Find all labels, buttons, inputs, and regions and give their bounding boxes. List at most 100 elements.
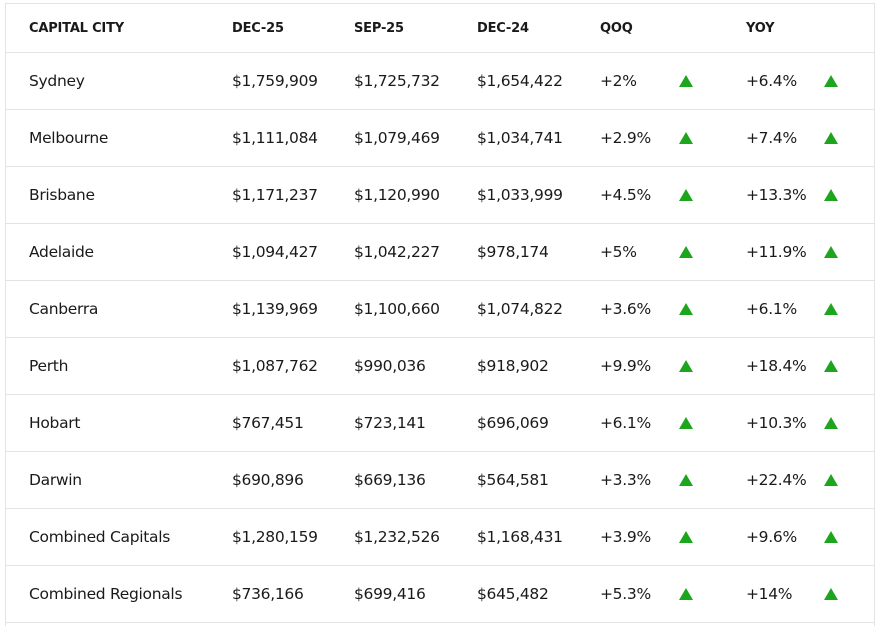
up-arrow <box>824 417 838 429</box>
value-cell: $645,482 <box>477 585 549 603</box>
value-cell: $736,166 <box>232 585 304 603</box>
up-arrow <box>824 303 838 315</box>
value-cell: $990,036 <box>354 357 426 375</box>
value-cell: $1,280,159 <box>232 528 318 546</box>
up-arrow-shape <box>679 189 693 201</box>
value-cell: $1,232,526 <box>354 528 440 546</box>
city-cell: Hobart <box>29 414 81 432</box>
up-arrow-shape <box>679 75 693 87</box>
value-cell: $1,079,469 <box>354 129 440 147</box>
up-arrow <box>824 246 838 258</box>
city-cell: Sydney <box>29 72 85 90</box>
up-arrow-shape <box>824 303 838 315</box>
value-cell: $669,136 <box>354 471 426 489</box>
value-cell: +6.1% <box>746 300 797 318</box>
city-cell: Perth <box>29 357 69 375</box>
up-arrow <box>679 75 693 87</box>
value-cell: $1,042,227 <box>354 243 440 261</box>
value-cell: $767,451 <box>232 414 304 432</box>
table-row: Perth $1,087,762 $990,036 $918,902 +9.9% +18.… <box>6 338 874 395</box>
value-cell: $1,087,762 <box>232 357 318 375</box>
value-cell: +22.4% <box>746 471 807 489</box>
value-cell: +3.6% <box>600 300 651 318</box>
value-cell: $696,069 <box>477 414 549 432</box>
up-arrow <box>679 588 693 600</box>
city-cell: Darwin <box>29 471 82 489</box>
up-arrow <box>679 531 693 543</box>
value-cell: +6.4% <box>746 72 797 90</box>
value-cell: $1,111,084 <box>232 129 318 147</box>
value-cell: +14% <box>746 585 793 603</box>
header-cell: QOQ <box>600 20 633 36</box>
up-arrow-shape <box>824 474 838 486</box>
value-cell: +5% <box>600 243 637 261</box>
value-cell: $1,120,990 <box>354 186 440 204</box>
up-arrow <box>679 246 693 258</box>
up-arrow <box>679 360 693 372</box>
up-arrow-shape <box>824 75 838 87</box>
value-cell: $978,174 <box>477 243 549 261</box>
up-arrow <box>824 588 838 600</box>
header-cell: DEC-24 <box>477 20 529 36</box>
value-cell: +18.4% <box>746 357 807 375</box>
up-arrow-shape <box>824 531 838 543</box>
city-cell: Combined Capitals <box>29 528 170 546</box>
header-cell: DEC-25 <box>232 20 284 36</box>
value-cell: $1,074,822 <box>477 300 563 318</box>
up-arrow-shape <box>824 417 838 429</box>
up-arrow <box>679 189 693 201</box>
up-arrow <box>679 417 693 429</box>
value-cell: $1,094,427 <box>232 243 318 261</box>
value-cell: +9.6% <box>746 528 797 546</box>
header-cell: SEP-25 <box>354 20 404 36</box>
value-cell: $699,416 <box>354 585 426 603</box>
table-row: Adelaide $1,094,427 $1,042,227 $978,174 +5% +… <box>6 224 874 281</box>
price-table: CAPITAL CITY DEC-25 SEP-25 DEC-24 QOQ YOY Sydn… <box>5 3 875 626</box>
up-arrow-shape <box>679 417 693 429</box>
up-arrow <box>824 531 838 543</box>
city-cell: Melbourne <box>29 129 109 147</box>
value-cell: $1,139,969 <box>232 300 318 318</box>
city-cell: Brisbane <box>29 186 95 204</box>
table-row: Combined Capitals $1,280,159 $1,232,526 $1,… <box>6 509 874 566</box>
up-arrow-shape <box>824 246 838 258</box>
up-arrow-shape <box>679 246 693 258</box>
table-row: Darwin $690,896 $669,136 $564,581 +3.3% +22.4… <box>6 452 874 509</box>
up-arrow-shape <box>679 303 693 315</box>
value-cell: $1,033,999 <box>477 186 563 204</box>
value-cell: $918,902 <box>477 357 549 375</box>
value-cell: +10.3% <box>746 414 807 432</box>
value-cell: $1,034,741 <box>477 129 563 147</box>
up-arrow-shape <box>679 588 693 600</box>
value-cell: +4.5% <box>600 186 651 204</box>
value-cell: +5.3% <box>600 585 651 603</box>
up-arrow-shape <box>824 189 838 201</box>
value-cell: $1,168,431 <box>477 528 563 546</box>
value-cell: +2% <box>600 72 637 90</box>
up-arrow <box>824 189 838 201</box>
header-cell: YOY <box>746 20 775 36</box>
table-row: Hobart $767,451 $723,141 $696,069 +6.1% +10.3… <box>6 395 874 452</box>
value-cell: $1,759,909 <box>232 72 318 90</box>
value-cell: +3.3% <box>600 471 651 489</box>
up-arrow-shape <box>679 531 693 543</box>
up-arrow-shape <box>679 474 693 486</box>
up-arrow-shape <box>679 132 693 144</box>
city-cell: Combined Regionals <box>29 585 183 603</box>
value-cell: +6.1% <box>600 414 651 432</box>
value-cell: +7.4% <box>746 129 797 147</box>
up-arrow <box>679 132 693 144</box>
value-cell: $1,725,732 <box>354 72 440 90</box>
up-arrow <box>679 474 693 486</box>
table-row: Canberra $1,139,969 $1,100,660 $1,074,822 +3… <box>6 281 874 338</box>
up-arrow <box>824 360 838 372</box>
up-arrow <box>824 75 838 87</box>
header-cell: CAPITAL CITY <box>29 20 124 36</box>
table-row: Combined Regionals $736,166 $699,416 $645,4… <box>6 566 874 623</box>
value-cell: +3.9% <box>600 528 651 546</box>
value-cell: +9.9% <box>600 357 651 375</box>
city-cell: Canberra <box>29 300 99 318</box>
value-cell: +13.3% <box>746 186 807 204</box>
header-row: CAPITAL CITY DEC-25 SEP-25 DEC-24 QOQ YOY <box>6 4 874 53</box>
